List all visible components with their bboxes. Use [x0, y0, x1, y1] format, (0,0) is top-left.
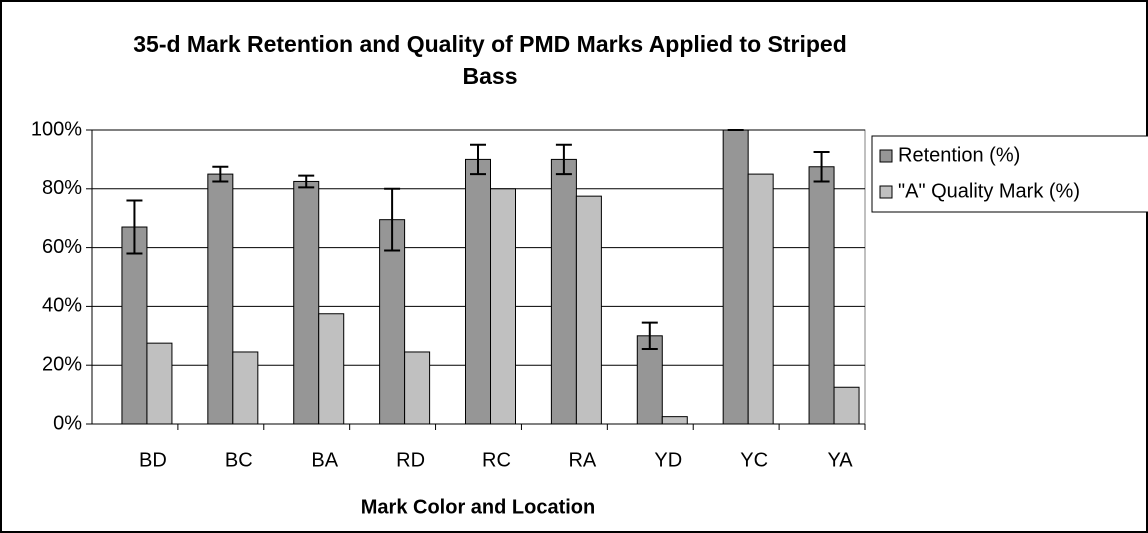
bar: [636, 335, 663, 425]
y-tick-label: 40%: [42, 295, 82, 317]
error-bar: [641, 321, 658, 351]
bar: [808, 166, 835, 425]
bar: [318, 313, 345, 425]
bar: [833, 386, 860, 425]
bar: [550, 158, 577, 425]
x-tick-label: RD: [396, 449, 425, 471]
x-axis-title: Mark Color and Location: [361, 496, 595, 518]
y-tick-label: 60%: [42, 236, 82, 258]
bar: [722, 129, 749, 425]
error-bar: [212, 165, 229, 183]
bar: [661, 416, 688, 425]
bar: [379, 219, 406, 425]
x-tick-label: BC: [225, 449, 253, 471]
bar: [465, 158, 491, 425]
bar: [146, 342, 173, 425]
x-tick-label: RA: [568, 449, 596, 471]
error-bar: [813, 151, 830, 183]
bar: [404, 351, 431, 425]
y-tick-label: 80%: [42, 177, 82, 199]
bar: [121, 226, 148, 425]
chart-title: 35-d Mark Retention and Quality of PMD M…: [133, 31, 847, 89]
legend-label: "A" Quality Mark (%): [898, 180, 1080, 202]
bar: [747, 173, 774, 425]
y-tick-label: 20%: [42, 353, 82, 375]
x-tick-label: RC: [482, 449, 511, 471]
error-bar: [298, 174, 315, 189]
y-tick-label: 0%: [53, 412, 82, 434]
y-tick-label: 100%: [31, 118, 82, 140]
error-bar: [126, 199, 143, 255]
bar: [232, 351, 259, 425]
x-tick-label: YA: [827, 449, 853, 471]
x-tick-label: BA: [311, 449, 338, 471]
legend-swatch: [879, 185, 893, 199]
error-bar: [555, 143, 572, 176]
x-tick-label: BD: [139, 449, 167, 471]
x-tick-label: YD: [654, 449, 682, 471]
bar: [490, 188, 516, 425]
x-tick-label: YC: [740, 449, 768, 471]
legend-swatch: [879, 149, 893, 163]
legend-label: Retention (%): [898, 144, 1020, 166]
bar: [575, 195, 602, 425]
bar: [293, 180, 320, 425]
bar: [207, 173, 234, 425]
error-bar: [384, 187, 401, 252]
error-bar: [470, 143, 486, 176]
legend-box: [871, 135, 1148, 213]
